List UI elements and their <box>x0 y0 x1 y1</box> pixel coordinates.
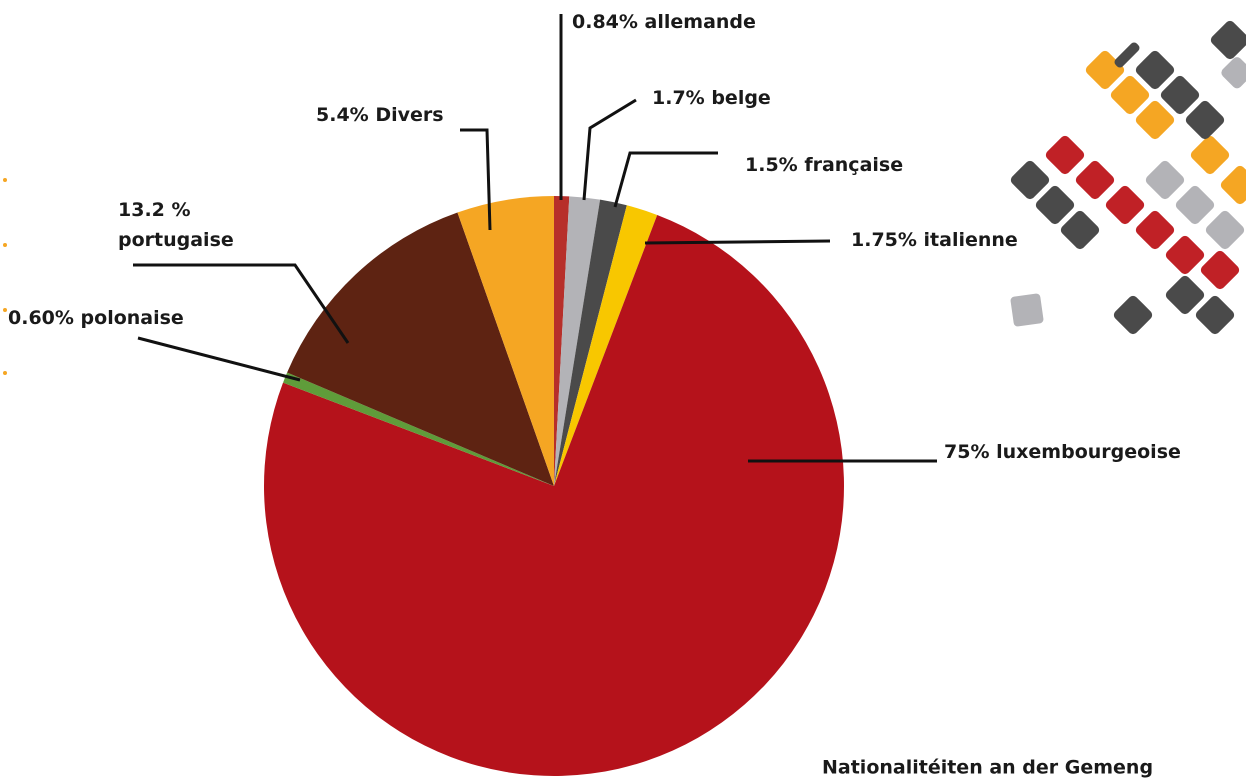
category-label: italienne <box>924 229 1018 251</box>
pie-slice <box>283 372 554 486</box>
pie-slice <box>554 196 570 486</box>
slice-label: 0.60% polonaise <box>8 307 184 329</box>
value-label: 5.4% <box>316 104 369 126</box>
slice-label: 75% luxembourgeoise <box>944 441 1181 463</box>
value-label: 75% <box>944 441 989 463</box>
pie-slice <box>264 214 844 777</box>
pie-slice <box>554 196 601 486</box>
value-label: 1.7% <box>652 87 705 109</box>
leader-line <box>460 128 492 231</box>
leader-line <box>137 336 301 382</box>
leader-line <box>613 151 718 208</box>
category-label: portugaise <box>118 229 234 251</box>
category-label: belge <box>711 87 771 109</box>
category-label: française <box>804 154 903 176</box>
pie-slice <box>457 196 554 486</box>
category-label: Divers <box>375 104 443 126</box>
category-label: allemande <box>645 11 756 33</box>
category-label: polonaise <box>81 307 184 329</box>
slice-label: 0.84% allemande <box>572 11 756 33</box>
slice-label: 5.4% Divers <box>316 104 444 126</box>
slice-label: 1.5% française <box>745 154 903 176</box>
chart-title: Nationalitéiten an der Gemeng <box>822 757 1153 779</box>
value-label: 13.2 % <box>118 199 191 221</box>
value-label: 1.5% <box>745 154 798 176</box>
pie-slice <box>554 199 627 486</box>
leader-line <box>582 98 637 201</box>
category-label: luxembourgeoise <box>996 441 1181 463</box>
value-label: 0.84% <box>572 11 638 33</box>
value-label: 1.75% <box>851 229 917 251</box>
slice-label: 13.2 % portugaise <box>118 199 234 251</box>
value-label: 0.60% <box>8 307 74 329</box>
pie-slice <box>554 205 658 487</box>
decoration <box>3 20 1246 375</box>
leader-line <box>133 263 350 344</box>
slice-label: 1.7% belge <box>652 87 771 109</box>
slice-label: 1.75% italienne <box>851 229 1018 251</box>
leader-line <box>644 239 831 245</box>
pie-slice <box>287 212 554 487</box>
